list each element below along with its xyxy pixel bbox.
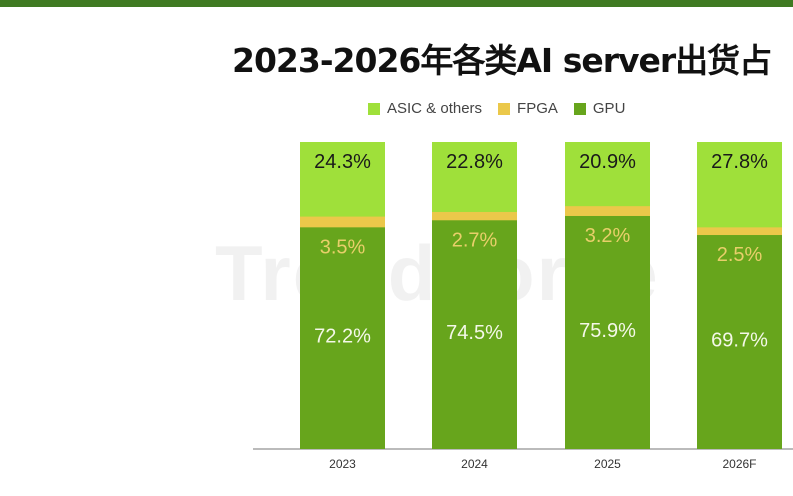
bar-asic-2025 <box>565 142 650 208</box>
data-label-asic-2026F: 27.8% <box>711 151 768 173</box>
bar-asic-2023 <box>300 142 385 218</box>
data-label-fpga-2023: 3.5% <box>320 236 366 258</box>
x-tick-label-2024: 2024 <box>461 457 488 471</box>
legend-label-asic: ASIC & others <box>387 100 483 117</box>
legend-swatch-asic <box>368 102 380 115</box>
bar-fpga-2024 <box>432 211 517 221</box>
data-label-gpu-2023: 72.2% <box>314 326 371 348</box>
legend-label-fpga: FPGA <box>517 100 558 117</box>
bar-gpu-2023 <box>300 227 385 449</box>
data-label-gpu-2026F: 69.7% <box>711 329 768 351</box>
bar-gpu-2026F <box>697 235 782 449</box>
data-label-fpga-2026F: 2.5% <box>717 244 763 266</box>
data-label-asic-2023: 24.3% <box>314 151 371 173</box>
legend-swatch-fpga <box>498 102 511 115</box>
data-label-fpga-2025: 3.2% <box>585 225 631 247</box>
data-label-gpu-2025: 75.9% <box>579 320 636 342</box>
bar-gpu-2025 <box>565 215 650 449</box>
data-label-fpga-2024: 2.7% <box>452 229 498 251</box>
top-accent-bar <box>0 0 793 7</box>
legend: ASIC & others FPGA GPU <box>368 100 625 117</box>
data-label-gpu-2024: 74.5% <box>446 322 503 344</box>
legend-item-gpu: GPU <box>573 100 626 117</box>
x-tick-label-2023: 2023 <box>329 457 356 471</box>
legend-item-asic: ASIC & others <box>368 100 482 117</box>
bar-fpga-2023 <box>300 216 385 228</box>
data-label-asic-2025: 20.9% <box>579 151 636 173</box>
data-label-asic-2024: 22.8% <box>446 151 503 173</box>
bar-asic-2024 <box>432 142 517 213</box>
x-tick-label-2025: 2025 <box>594 457 621 471</box>
chart-title: 2023-2026年各类AI server出货占 <box>232 41 772 80</box>
legend-swatch-gpu <box>573 102 586 115</box>
bar-fpga-2025 <box>565 206 650 217</box>
bar-fpga-2026F <box>697 227 782 236</box>
legend-label-gpu: GPU <box>592 100 626 117</box>
bar-gpu-2024 <box>432 220 517 449</box>
bar-asic-2026F <box>697 142 782 229</box>
legend-item-fpga: FPGA <box>498 100 558 117</box>
x-tick-label-2026F: 2026F <box>722 457 756 471</box>
